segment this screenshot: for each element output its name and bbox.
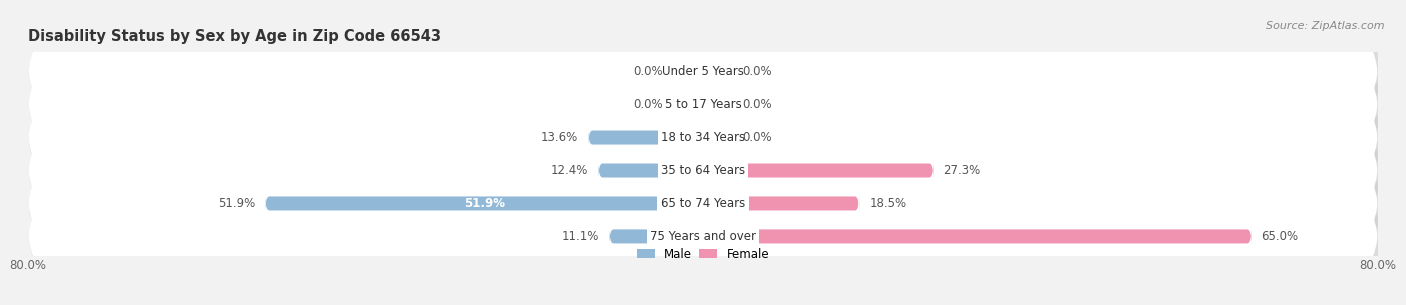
FancyBboxPatch shape	[27, 135, 1385, 208]
FancyBboxPatch shape	[588, 128, 703, 147]
FancyBboxPatch shape	[703, 161, 934, 180]
FancyBboxPatch shape	[609, 227, 703, 246]
Text: 51.9%: 51.9%	[464, 197, 505, 210]
FancyBboxPatch shape	[703, 128, 733, 147]
Text: 0.0%: 0.0%	[634, 65, 664, 78]
Text: 5 to 17 Years: 5 to 17 Years	[665, 98, 741, 111]
Text: 65 to 74 Years: 65 to 74 Years	[661, 197, 745, 210]
Text: 27.3%: 27.3%	[943, 164, 980, 177]
FancyBboxPatch shape	[27, 101, 1379, 174]
Legend: Male, Female: Male, Female	[637, 248, 769, 260]
Text: Disability Status by Sex by Age in Zip Code 66543: Disability Status by Sex by Age in Zip C…	[28, 29, 441, 44]
Text: Under 5 Years: Under 5 Years	[662, 65, 744, 78]
FancyBboxPatch shape	[27, 201, 1385, 274]
FancyBboxPatch shape	[27, 69, 1385, 142]
Text: 13.6%: 13.6%	[541, 131, 578, 144]
Text: 0.0%: 0.0%	[742, 98, 772, 111]
FancyBboxPatch shape	[703, 95, 733, 114]
FancyBboxPatch shape	[599, 161, 703, 180]
Text: 51.9%: 51.9%	[218, 197, 254, 210]
FancyBboxPatch shape	[703, 227, 1251, 246]
Text: 65.0%: 65.0%	[1261, 230, 1299, 243]
FancyBboxPatch shape	[27, 102, 1385, 175]
Text: 0.0%: 0.0%	[634, 98, 664, 111]
Text: 0.0%: 0.0%	[742, 131, 772, 144]
FancyBboxPatch shape	[27, 36, 1385, 109]
FancyBboxPatch shape	[27, 200, 1379, 273]
FancyBboxPatch shape	[27, 68, 1379, 141]
Text: 0.0%: 0.0%	[742, 65, 772, 78]
FancyBboxPatch shape	[27, 35, 1379, 108]
FancyBboxPatch shape	[27, 167, 1379, 240]
FancyBboxPatch shape	[27, 168, 1385, 241]
Text: 35 to 64 Years: 35 to 64 Years	[661, 164, 745, 177]
Text: Source: ZipAtlas.com: Source: ZipAtlas.com	[1267, 21, 1385, 31]
Text: 18 to 34 Years: 18 to 34 Years	[661, 131, 745, 144]
FancyBboxPatch shape	[703, 194, 859, 213]
Text: 75 Years and over: 75 Years and over	[650, 230, 756, 243]
FancyBboxPatch shape	[703, 62, 733, 81]
Text: 18.5%: 18.5%	[869, 197, 907, 210]
Text: 11.1%: 11.1%	[562, 230, 599, 243]
FancyBboxPatch shape	[266, 194, 703, 213]
Text: 12.4%: 12.4%	[551, 164, 588, 177]
FancyBboxPatch shape	[27, 134, 1379, 207]
FancyBboxPatch shape	[673, 62, 703, 81]
FancyBboxPatch shape	[673, 95, 703, 114]
